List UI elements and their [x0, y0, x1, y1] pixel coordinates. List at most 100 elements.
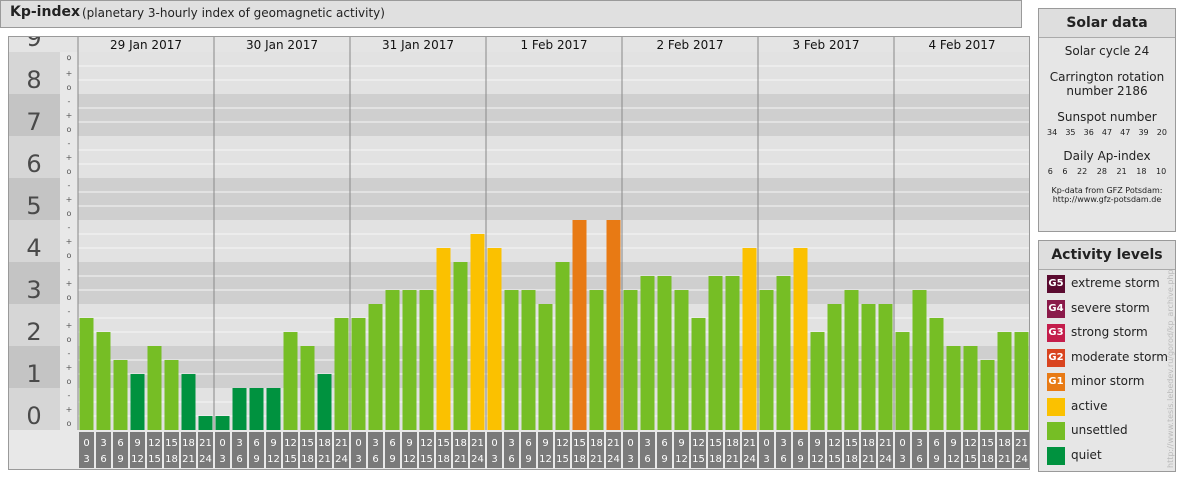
y-band-label: [8, 346, 60, 388]
hour-start-label: 12: [964, 438, 977, 449]
sunspot-value: 34: [1047, 128, 1058, 137]
y-band-sub: [60, 136, 78, 178]
hour-end-label: 9: [117, 454, 123, 465]
sub-tick-mark: -: [68, 55, 71, 64]
sub-tick-mark: o: [67, 419, 72, 428]
hour-start-label: 0: [83, 438, 89, 449]
hour-end-label: 6: [508, 454, 514, 465]
kp-bar: [487, 248, 502, 430]
kp-bar: [96, 332, 111, 430]
hour-end-label: 24: [879, 454, 892, 465]
hour-start-label: 15: [573, 438, 586, 449]
kp-bar: [402, 290, 417, 430]
kp-bar: [572, 220, 587, 430]
kp-bar: [113, 359, 128, 430]
level-item: G1 minor storm: [1039, 373, 1175, 398]
level-swatch: [1047, 397, 1065, 416]
carrington-line1: Carrington rotation: [1049, 70, 1165, 84]
hour-start-label: 6: [389, 438, 395, 449]
hour-end-label: 18: [437, 454, 450, 465]
hour-end-label: 6: [372, 454, 378, 465]
hour-end-label: 24: [199, 454, 212, 465]
kp-bar: [164, 359, 179, 430]
activity-levels-title: Activity levels: [1039, 241, 1175, 270]
hour-end-label: 21: [726, 454, 739, 465]
hour-start-label: 3: [236, 438, 242, 449]
hour-end-label: 15: [828, 454, 841, 465]
sub-tick-mark: -: [68, 97, 71, 106]
hour-start-label: 9: [270, 438, 276, 449]
hour-end-label: 24: [1015, 454, 1028, 465]
hour-start-label: 12: [420, 438, 433, 449]
hour-cell: [759, 432, 774, 468]
hour-cell: [521, 432, 536, 468]
y-tick-label: 6: [26, 150, 41, 178]
kp-bar: [895, 332, 910, 430]
hour-start-label: 0: [627, 438, 633, 449]
sub-tick-mark: +: [66, 363, 73, 372]
y-band-label: [8, 388, 60, 430]
sub-tick-mark: o: [67, 377, 72, 386]
level-item: G3 strong storm: [1039, 324, 1175, 349]
hour-cell: [147, 432, 162, 468]
chart-title: Kp-index: [10, 4, 80, 20]
hour-start-label: 18: [454, 438, 467, 449]
hour-start-label: 6: [117, 438, 123, 449]
hour-cell: [878, 432, 893, 468]
level-swatch: [1047, 446, 1065, 465]
sunspot-values: 34 35 36 47 47 39 20: [1039, 128, 1175, 137]
date-label: 31 Jan 2017: [382, 38, 454, 52]
y-tick-label: 7: [26, 108, 41, 136]
kp-bar: [538, 304, 553, 430]
hour-end-label: 3: [83, 454, 89, 465]
kp-bar: [946, 346, 961, 430]
hour-end-label: 18: [573, 454, 586, 465]
ap-value: 21: [1116, 167, 1127, 176]
hour-cell: [912, 432, 927, 468]
hour-cell: [96, 432, 111, 468]
plot-band: [78, 94, 1030, 136]
sub-tick-mark: -: [68, 391, 71, 400]
hour-start-label: 21: [335, 438, 348, 449]
hour-cell: [827, 432, 842, 468]
hour-cell: [130, 432, 145, 468]
kp-bar: [742, 248, 757, 430]
hour-start-label: 9: [950, 438, 956, 449]
date-label: 29 Jan 2017: [110, 38, 182, 52]
hour-start-label: 15: [981, 438, 994, 449]
sunspot-value: 20: [1156, 128, 1167, 137]
hour-end-label: 6: [780, 454, 786, 465]
solar-data-title: Solar data: [1039, 9, 1175, 38]
level-label: severe storm: [1071, 300, 1150, 315]
hour-start-label: 3: [372, 438, 378, 449]
hour-start-label: 9: [814, 438, 820, 449]
sub-tick-mark: -: [68, 181, 71, 190]
y-band-label: [8, 94, 60, 136]
hour-cell: [334, 432, 349, 468]
sub-tick-mark: o: [67, 53, 72, 62]
sunspot-title: Sunspot number: [1057, 110, 1157, 124]
level-label: extreme storm: [1071, 276, 1160, 290]
hour-cell: [742, 432, 757, 468]
y-band-sub: [60, 220, 78, 262]
watermark: http://www.tesis.lebedev.ru/gorod/kp_arc…: [1166, 269, 1175, 468]
hour-end-label: 24: [335, 454, 348, 465]
sub-tick-mark: +: [66, 111, 73, 120]
hour-cell: [963, 432, 978, 468]
sub-tick-mark: -: [68, 139, 71, 148]
source-link[interactable]: http://www.gfz-potsdam.de: [1052, 195, 1162, 204]
date-label: 3 Feb 2017: [792, 38, 859, 52]
hour-cell: [946, 432, 961, 468]
hour-start-label: 6: [933, 438, 939, 449]
kp-bar: [130, 374, 145, 430]
hour-start-label: 15: [845, 438, 858, 449]
plot-band: [78, 220, 1030, 262]
kp-bar: [453, 262, 468, 430]
level-swatch: G4: [1047, 299, 1065, 318]
kp-bar: [997, 332, 1012, 430]
hour-start-label: 0: [355, 438, 361, 449]
hour-cell: [674, 432, 689, 468]
kp-bar: [215, 416, 230, 430]
hour-cell: [929, 432, 944, 468]
hour-end-label: 3: [219, 454, 225, 465]
